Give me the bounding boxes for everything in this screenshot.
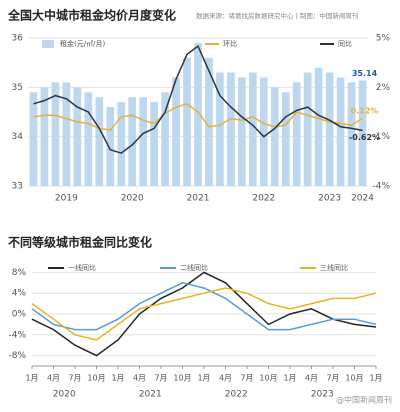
bar	[303, 72, 312, 186]
year-label: 2021	[139, 390, 162, 400]
year-label: 2023	[311, 390, 334, 400]
bar	[238, 77, 246, 186]
line	[33, 102, 363, 131]
legend-swatch	[42, 40, 54, 48]
bar	[29, 92, 38, 186]
bar	[84, 92, 93, 186]
x-tick-label: 1月	[111, 374, 124, 383]
bar	[117, 102, 126, 186]
line	[33, 45, 363, 154]
chart-title: 全国大中城市租金均价月度变化	[7, 8, 176, 23]
bar	[95, 97, 104, 186]
bar	[161, 92, 169, 186]
year-label: 2020	[53, 390, 76, 400]
bar	[314, 67, 323, 186]
x-tick-label: 4月	[47, 374, 60, 383]
x-tick-label: 7月	[240, 374, 253, 383]
year-label: 2022	[225, 390, 248, 400]
bar	[150, 102, 158, 186]
bar	[194, 42, 202, 186]
bar	[172, 77, 180, 186]
legend-label: 同比	[338, 39, 352, 48]
legend-label: 环比	[223, 39, 237, 48]
line	[31, 282, 377, 331]
bar	[62, 82, 71, 186]
value-label: 0.12%	[351, 107, 379, 116]
bar	[336, 77, 345, 186]
bar	[358, 80, 367, 186]
y-tick-label: 33	[12, 182, 23, 192]
legend-label: 租金(元/㎡/月)	[60, 39, 105, 48]
x-tick-label: 1月	[197, 374, 210, 383]
bar	[270, 87, 279, 186]
x-tick-label: 10月	[173, 374, 191, 383]
x-tick-label: 2022	[252, 194, 275, 204]
bar	[259, 77, 268, 186]
x-tick-label: 2024	[351, 194, 374, 204]
legend-label: 一线同比	[68, 263, 96, 272]
y-tick-label: 35	[12, 83, 23, 93]
source: 数据来源：诸葛找房数据研究中心 | 制图：中国新闻周刊	[196, 11, 358, 20]
bar	[249, 72, 257, 186]
legend-label: 三线同比	[320, 263, 348, 272]
y2-tick-label: -4%	[372, 182, 390, 192]
x-tick-label: 4月	[219, 374, 232, 383]
y-tick-label: -8%	[8, 351, 26, 361]
bar	[128, 97, 137, 186]
value-label: -0.62%	[349, 133, 380, 142]
x-tick-label: 7月	[68, 374, 81, 383]
bar	[139, 97, 147, 186]
x-tick-label: 1月	[283, 374, 296, 383]
x-tick-label: 1月	[25, 374, 38, 383]
x-tick-label: 2023	[318, 194, 341, 204]
y-tick-label: 8%	[12, 268, 27, 278]
y-tick-label: -4%	[8, 330, 26, 340]
bar	[51, 82, 60, 186]
x-tick-label: 7月	[326, 374, 339, 383]
y2-tick-label: 5%	[376, 34, 391, 44]
value-label: 35.14	[352, 69, 378, 78]
bar	[347, 82, 356, 186]
x-tick-label: 4月	[305, 374, 318, 383]
chart-title: 不同等级城市租金同比变化	[8, 235, 152, 250]
legend-label: 二线同比	[180, 263, 208, 272]
y-tick-label: 0%	[12, 310, 27, 320]
line	[31, 271, 377, 357]
bar	[106, 107, 115, 186]
y2-tick-label: 2%	[376, 83, 391, 93]
x-tick-label: 10月	[259, 374, 277, 383]
bar	[73, 87, 82, 186]
bar	[325, 72, 334, 186]
x-tick-label: 10月	[345, 374, 363, 383]
line	[31, 287, 377, 341]
x-tick-label: 2020	[121, 194, 144, 204]
bar	[216, 72, 224, 186]
watermark: @中国新闻周刊	[336, 395, 392, 405]
bar	[227, 72, 235, 186]
y-tick-label: 4%	[12, 289, 27, 299]
bar	[281, 92, 290, 186]
y-tick-label: 34	[12, 132, 24, 142]
bar	[40, 87, 49, 186]
x-tick-label: 1月	[369, 374, 382, 383]
x-tick-label: 2019	[55, 194, 78, 204]
x-tick-label: 2021	[187, 194, 210, 204]
x-tick-label: 10月	[87, 374, 105, 383]
y2-tick-label: -1%	[372, 132, 390, 142]
bar	[205, 57, 213, 186]
bar	[183, 57, 191, 186]
bar	[292, 82, 301, 186]
x-tick-label: 7月	[154, 374, 167, 383]
y-tick-label: 36	[12, 34, 24, 44]
x-tick-label: 4月	[133, 374, 146, 383]
